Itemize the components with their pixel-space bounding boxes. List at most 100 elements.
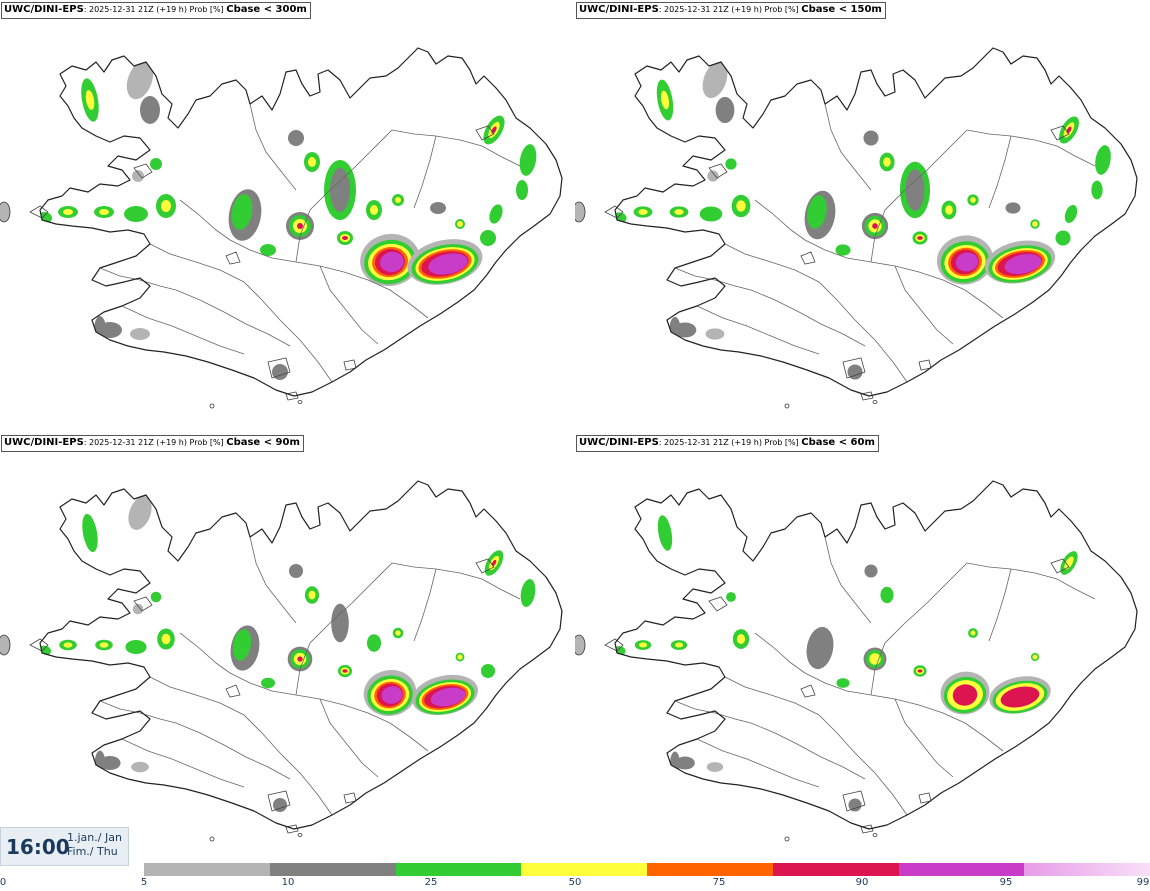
- panel-title: UWC/DINI-EPS: 2025-12-31 21Z (+19 h) Pro…: [1, 435, 304, 452]
- region-boundary: [413, 568, 437, 642]
- probability-blob: [99, 209, 109, 215]
- lake-outline: [285, 824, 299, 834]
- probability-blob: [94, 750, 106, 776]
- probability-blob: [880, 586, 894, 604]
- lake-outline: [267, 790, 291, 812]
- island: [297, 833, 303, 837]
- valid-date: 1.jan./ Jan Fim./ Thu: [67, 831, 122, 859]
- probability-blob: [395, 630, 401, 636]
- region-boundary: [696, 305, 820, 355]
- probability-blob: [489, 204, 503, 224]
- probability-blob: [297, 656, 303, 662]
- island: [0, 634, 11, 656]
- probability-blob: [260, 677, 276, 689]
- island: [575, 201, 586, 223]
- probability-blob: [1032, 654, 1038, 660]
- region-boundary: [295, 562, 393, 696]
- region-boundary: [754, 632, 806, 674]
- coastline: [614, 47, 1138, 397]
- colorbar-segment: [395, 863, 522, 876]
- probability-blob: [260, 244, 276, 256]
- probability-blob: [232, 629, 252, 661]
- probability-blob: [288, 130, 304, 146]
- region-boundary: [894, 698, 954, 778]
- colorbar-segment: [898, 863, 1025, 876]
- probability-blob: [342, 669, 348, 673]
- probability-blob: [520, 579, 536, 607]
- probability-blob: [674, 642, 684, 648]
- probability-blob: [150, 591, 162, 603]
- island: [209, 836, 215, 842]
- region-boundary: [319, 698, 379, 778]
- panel-model: UWC/DINI-EPS: [4, 4, 84, 15]
- valid-date-line1: 1.jan./ Jan: [67, 831, 122, 844]
- lake-outline: [285, 391, 299, 401]
- region-boundary: [179, 632, 231, 674]
- probability-blob: [917, 669, 923, 673]
- region-boundary: [175, 289, 291, 347]
- island: [872, 400, 878, 404]
- lake-outline: [133, 163, 153, 179]
- probability-blob: [955, 252, 979, 272]
- colorbar-tick-label: 25: [424, 877, 438, 888]
- probability-blob: [63, 642, 73, 648]
- region-boundary: [249, 103, 297, 191]
- lake-outline: [708, 163, 728, 179]
- panel-meta: : 2025-12-31 21Z (+19 h) Prob [%]: [658, 5, 802, 14]
- map-panel-top-left: UWC/DINI-EPS: 2025-12-31 21Z (+19 h) Pro…: [0, 0, 575, 430]
- probability-blob: [128, 496, 152, 530]
- probability-blob: [848, 798, 862, 812]
- probability-blob: [366, 634, 382, 652]
- lake-outline: [29, 638, 49, 652]
- probability-blob: [370, 205, 378, 215]
- probability-blob: [161, 633, 171, 645]
- probability-blob: [1055, 230, 1071, 246]
- iceland-map: [0, 480, 563, 842]
- lake-outline: [800, 684, 816, 698]
- probability-blob: [63, 209, 73, 215]
- region-boundary: [413, 135, 437, 209]
- probability-blob: [835, 244, 851, 256]
- probability-blob: [1000, 686, 1040, 708]
- probability-blob: [670, 751, 680, 775]
- panel-param: Cbase < 150m: [801, 4, 882, 15]
- valid-time-box: 16:00 1.jan./ Jan Fim./ Thu: [0, 827, 129, 866]
- coastline: [39, 480, 563, 830]
- probability-blob: [132, 603, 144, 615]
- colorbar-segment: [521, 863, 648, 876]
- probability-blob: [725, 158, 737, 170]
- lake-outline: [225, 684, 241, 698]
- region-boundary: [824, 103, 872, 191]
- region-boundary: [229, 672, 429, 752]
- probability-blob: [85, 90, 95, 110]
- lake-outline: [475, 558, 495, 574]
- island: [0, 201, 11, 223]
- lake-outline: [842, 357, 866, 379]
- probability-blob: [1064, 204, 1078, 224]
- probability-blob: [161, 200, 171, 212]
- probability-blob: [872, 223, 878, 229]
- probability-blob: [883, 157, 891, 167]
- region-boundary: [750, 289, 866, 347]
- probability-blob: [430, 202, 446, 214]
- colorbar-tick-label: 5: [140, 877, 148, 888]
- probability-blob: [674, 209, 684, 215]
- probability-blob: [1095, 145, 1111, 175]
- probability-field: [40, 60, 537, 380]
- island: [784, 836, 790, 842]
- lake-outline: [1050, 125, 1070, 141]
- probability-blob: [1032, 221, 1038, 227]
- valid-time: 16:00: [6, 835, 70, 859]
- region-boundary: [754, 199, 806, 241]
- probability-blob: [669, 316, 681, 344]
- probability-blob: [699, 206, 723, 222]
- probability-blob: [707, 170, 719, 182]
- probability-blob: [970, 197, 976, 203]
- probability-blob: [945, 205, 953, 215]
- valid-date-line2: Fim./ Thu: [67, 845, 118, 858]
- probability-blob: [638, 209, 648, 215]
- lake-outline: [604, 638, 624, 652]
- region-boundary: [674, 267, 752, 291]
- lake-outline: [800, 251, 816, 265]
- lake-outline: [475, 125, 495, 141]
